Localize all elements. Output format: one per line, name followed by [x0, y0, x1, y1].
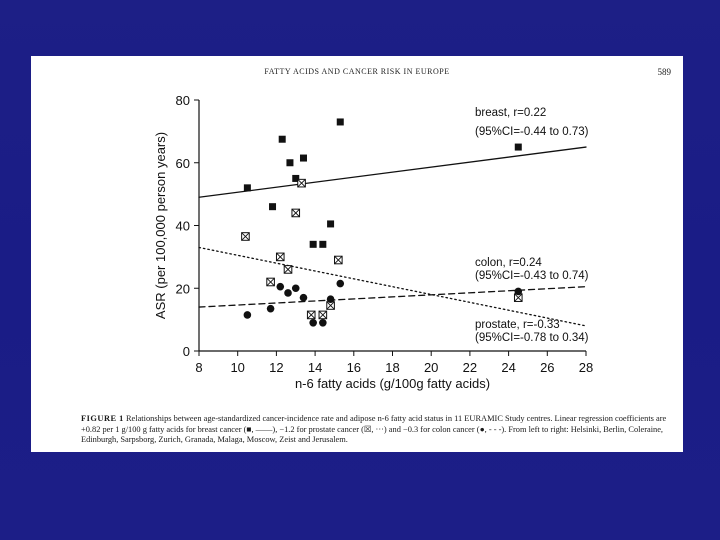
point-prostate — [319, 318, 327, 327]
point-breast — [514, 143, 522, 151]
point-prostate — [336, 279, 345, 288]
annotation-colon: (95%CI=-0.43 to 0.74) — [475, 270, 589, 282]
point-breast — [286, 159, 294, 167]
annotation-colon: colon, r=0.24 — [475, 257, 542, 269]
x-tick-label: 22 — [463, 360, 477, 375]
x-tick-label: 10 — [230, 360, 244, 375]
point-prostate — [309, 318, 317, 327]
scanned-page: FATTY ACIDS AND CANCER RISK IN EUROPE 58… — [31, 56, 683, 452]
point-breast — [309, 240, 317, 248]
point-cross-b — [241, 232, 250, 241]
x-axis-label: n-6 fatty acids (g/100g fatty acids) — [295, 376, 490, 391]
x-tick-label: 24 — [501, 360, 515, 375]
point-cross-b — [276, 252, 285, 261]
point-cross-b — [307, 310, 316, 320]
point-colon — [334, 255, 343, 265]
point-breast — [269, 203, 277, 211]
running-head: FATTY ACIDS AND CANCER RISK IN EUROPE — [264, 67, 450, 76]
x-tick-label: 18 — [385, 360, 399, 375]
annotation-breast: breast, r=0.22 — [475, 107, 546, 119]
point-prostate — [243, 311, 252, 319]
x-tick-label: 20 — [424, 360, 438, 375]
annotation-prostate: prostate, r=-0.33 — [475, 319, 560, 331]
regression-line-breast — [198, 146, 587, 198]
chart-axes: 8 10 12 14 16 18 20 22 24 26 28 0 20 40 60 80 — [176, 93, 594, 375]
point-prostate — [266, 304, 275, 313]
point-cross-b — [514, 293, 523, 302]
figure-caption-text: Relationships between age-standardized c… — [81, 414, 667, 444]
point-prostate — [299, 293, 308, 302]
point-breast — [319, 240, 327, 248]
regression-line-prostate — [198, 286, 587, 308]
point-prostate — [284, 289, 292, 297]
y-tick-label: 60 — [176, 156, 190, 171]
point-colon — [513, 293, 523, 302]
regression-lines — [198, 146, 587, 327]
x-tick-label: 12 — [269, 360, 283, 375]
point-cross-b — [318, 310, 327, 320]
point-colon — [275, 252, 285, 262]
point-breast — [292, 174, 300, 182]
point-colon — [241, 232, 250, 241]
point-breast — [336, 118, 344, 126]
y-tick-label: 40 — [176, 219, 190, 234]
y-tick-label: 0 — [183, 344, 190, 359]
data-points — [241, 118, 523, 327]
point-prostate — [276, 282, 285, 291]
point-colon — [297, 178, 306, 188]
annotation-breast: (95%CI=-0.44 to 0.73) — [475, 126, 589, 138]
scatter-chart: 8 10 12 14 16 18 20 22 24 26 28 0 20 40 60 80 breast, r… — [153, 93, 594, 391]
x-tick-label: 8 — [195, 360, 202, 375]
x-tick-label: 28 — [579, 360, 593, 375]
page-number: 589 — [657, 67, 672, 77]
point-colon — [326, 301, 335, 310]
point-colon — [306, 310, 316, 320]
figure-label: FIGURE 1 — [81, 414, 124, 423]
x-tick-label: 14 — [308, 360, 322, 375]
point-cross-b — [326, 301, 335, 310]
point-breast — [243, 184, 251, 192]
x-tick-label: 26 — [540, 360, 554, 375]
point-colon — [266, 277, 275, 287]
point-prostate — [514, 287, 523, 296]
point-colon — [283, 265, 293, 274]
point-breast — [299, 154, 307, 162]
point-cross-b — [283, 265, 293, 274]
point-prostate — [326, 295, 335, 304]
y-tick-label: 80 — [176, 93, 190, 108]
point-breast — [278, 135, 286, 143]
x-tick-label: 16 — [347, 360, 361, 375]
figure-caption: FIGURE 1 Relationships between age-stand… — [81, 414, 679, 446]
point-prostate — [291, 284, 300, 293]
point-cross-b — [266, 277, 275, 287]
regression-line-colon — [198, 246, 587, 327]
series-annotations: breast, r=0.22 (95%CI=-0.44 to 0.73) colon… — [475, 107, 589, 344]
y-axis-label: ASR (per 100,000 person years) — [153, 132, 168, 319]
point-colon — [318, 310, 328, 320]
point-breast — [327, 220, 335, 228]
point-cross-b — [297, 179, 306, 188]
point-cross-b — [291, 208, 300, 218]
y-tick-label: 20 — [176, 281, 190, 296]
point-colon — [291, 208, 301, 218]
point-cross-b — [334, 255, 343, 265]
annotation-prostate: (95%CI=-0.78 to 0.34) — [475, 332, 589, 344]
